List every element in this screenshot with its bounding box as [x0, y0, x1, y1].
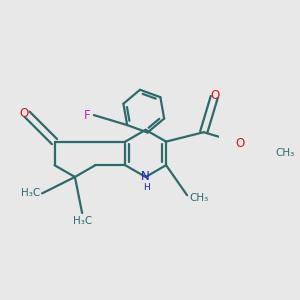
Text: N: N: [141, 170, 150, 184]
Text: CH₃: CH₃: [189, 193, 209, 202]
Text: O: O: [236, 137, 245, 150]
Text: O: O: [211, 89, 220, 102]
Text: H₃C: H₃C: [73, 216, 92, 226]
Text: H₃C: H₃C: [20, 188, 40, 198]
Text: H: H: [143, 183, 150, 192]
Text: O: O: [19, 106, 28, 119]
Text: CH₃: CH₃: [276, 148, 295, 158]
Text: F: F: [84, 109, 91, 122]
